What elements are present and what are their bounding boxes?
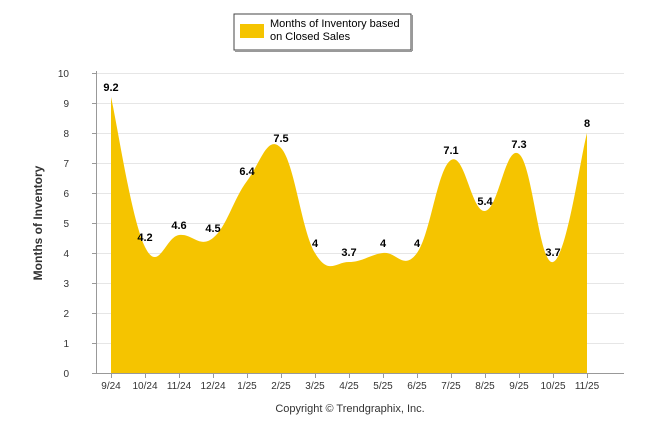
data-label: 5.4 [477,196,493,208]
x-tick-label: 12/24 [200,381,225,392]
data-label: 3.7 [341,247,356,259]
y-tick-label: 10 [58,69,70,80]
y-tick-label: 5 [63,219,69,230]
data-label: 7.1 [443,145,458,157]
x-tick-label: 11/24 [167,381,192,392]
data-label: 4 [380,238,387,250]
copyright-footer: Copyright © Trendgraphix, Inc. [275,403,424,415]
x-tick-label: 9/24 [101,381,121,392]
x-tick-label: 8/25 [475,381,495,392]
data-labels: 9.2 4.2 4.6 4.5 6.4 7.5 4 3.7 4 4 7.1 5.4 7.3 3.7 8 [103,82,590,259]
data-label: 4 [414,238,421,250]
data-label: 6.4 [239,166,255,178]
data-label: 7.3 [511,139,526,151]
data-label: 4.2 [137,232,152,244]
y-tick-label: 6 [63,189,69,200]
legend-label-line-2: on Closed Sales [270,31,351,43]
y-tick-label: 0 [63,369,69,380]
x-tick-label: 7/25 [441,381,461,392]
x-tick-label: 4/25 [339,381,359,392]
x-tick-label: 10/24 [132,381,157,392]
series-area[interactable] [111,97,587,373]
data-label: 8 [584,118,590,130]
data-label: 9.2 [103,82,118,94]
data-label: 4 [312,238,319,250]
y-tick-label: 4 [63,249,69,260]
y-tick-labels: 0 1 2 3 4 5 6 7 8 9 10 [58,69,96,380]
legend[interactable]: Months of Inventory based on Closed Sale… [233,13,413,52]
x-tick-label: 3/25 [305,381,325,392]
x-tick-labels: 9/24 10/24 11/24 12/24 1/25 2/25 3/25 4/25 5/25 6… [101,373,600,392]
x-tick-label: 11/25 [575,381,600,392]
x-tick-label: 9/25 [509,381,529,392]
y-tick-label: 8 [63,129,69,140]
y-tick-label: 2 [63,309,69,320]
axes [96,71,624,374]
x-tick-label: 5/25 [373,381,393,392]
x-tick-label: 2/25 [271,381,291,392]
x-tick-label: 6/25 [407,381,427,392]
legend-swatch [240,24,264,38]
y-axis-title: Months of Inventory [31,165,45,280]
legend-label-line-1: Months of Inventory based [270,18,400,30]
x-tick-label: 1/25 [237,381,257,392]
y-tick-label: 1 [63,339,69,350]
y-tick-label: 7 [63,159,69,170]
series-area-group [111,97,587,373]
data-label: 4.5 [205,223,220,235]
y-tick-label: 3 [63,279,69,290]
y-tick-label: 9 [63,99,69,110]
data-label: 3.7 [545,247,560,259]
data-label: 7.5 [273,133,288,145]
x-tick-label: 10/25 [540,381,565,392]
data-label: 4.6 [171,220,186,232]
